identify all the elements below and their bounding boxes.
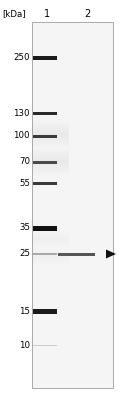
Text: 55: 55 xyxy=(19,178,30,188)
Bar xyxy=(33,112,57,114)
Bar xyxy=(33,308,57,314)
Bar xyxy=(33,344,57,346)
Bar xyxy=(33,56,57,60)
Text: 10: 10 xyxy=(19,340,30,350)
Bar xyxy=(33,134,57,138)
Bar xyxy=(58,252,95,256)
Bar xyxy=(33,253,57,255)
Text: 25: 25 xyxy=(19,250,30,258)
Text: 70: 70 xyxy=(19,158,30,166)
Text: [kDa]: [kDa] xyxy=(2,10,26,18)
Bar xyxy=(32,22,113,388)
Bar xyxy=(33,226,57,230)
Text: 15: 15 xyxy=(19,306,30,316)
Text: 2: 2 xyxy=(84,9,90,19)
Text: 1: 1 xyxy=(44,9,50,19)
Bar xyxy=(33,160,57,164)
Polygon shape xyxy=(106,250,116,258)
Text: 35: 35 xyxy=(19,224,30,232)
Text: 250: 250 xyxy=(14,54,30,62)
Bar xyxy=(33,182,57,184)
Text: 100: 100 xyxy=(14,132,30,140)
Text: 130: 130 xyxy=(14,108,30,118)
